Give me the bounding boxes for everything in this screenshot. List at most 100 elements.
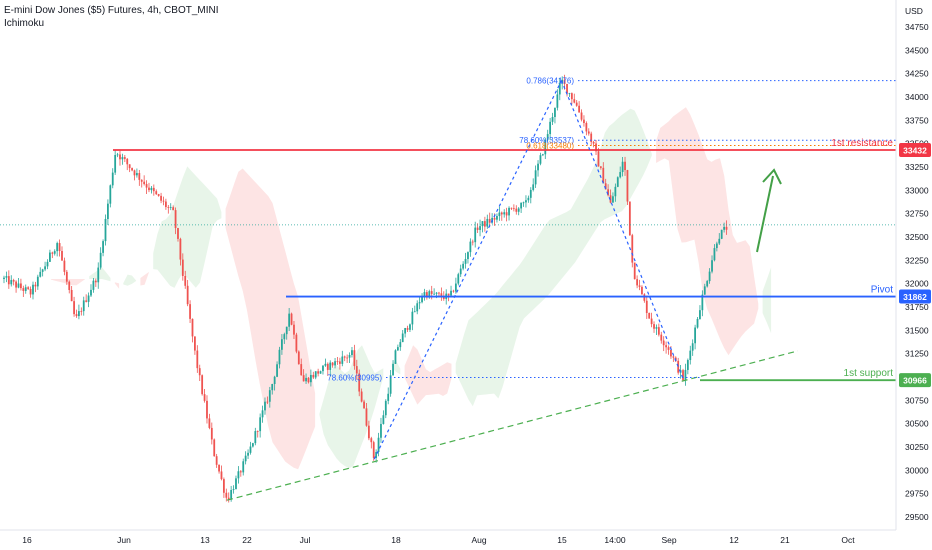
candle-body (575, 102, 578, 106)
candle-body (404, 328, 407, 334)
candle-body (689, 350, 692, 361)
candle-body (80, 311, 83, 312)
candle (70, 286, 73, 302)
y-tick-label: 34750 (905, 22, 929, 32)
candle (462, 261, 465, 271)
candle-body (266, 401, 269, 403)
candle (696, 317, 699, 329)
ichimoku-cloud-bullish (319, 345, 384, 469)
candle-body (336, 361, 339, 363)
candle-body (239, 471, 242, 473)
price-axis: USD2950029750300003025030500307503100031… (905, 6, 929, 522)
candle-body (264, 401, 266, 411)
candle-body (578, 105, 581, 113)
candle-body (464, 259, 467, 264)
candle-body (314, 371, 317, 378)
candle-body (442, 296, 445, 299)
candle-body (324, 363, 327, 366)
candle (97, 262, 100, 289)
candle-body (435, 292, 438, 294)
ichimoku-cloud-bullish (762, 267, 772, 334)
candle-body (662, 340, 665, 346)
candle (363, 399, 365, 409)
candle-body (380, 423, 382, 438)
candle (628, 201, 631, 236)
candle-body (720, 229, 723, 239)
candle-body (546, 134, 549, 140)
candle-body (541, 154, 544, 156)
candle-body (607, 189, 610, 196)
candle-body (496, 216, 498, 220)
candle (353, 344, 356, 370)
candle (621, 157, 624, 177)
candle-body (322, 365, 324, 372)
candle (573, 93, 576, 104)
candle-body (3, 277, 5, 279)
candle (314, 371, 317, 380)
x-tick-label: 12 (729, 535, 739, 545)
candle-body (510, 207, 513, 209)
price-badge-bg (899, 373, 931, 388)
candle-body (203, 394, 206, 401)
candle-body (355, 366, 358, 374)
candle (203, 388, 206, 403)
candle (597, 147, 600, 167)
candle (280, 334, 283, 355)
candle-body (273, 376, 276, 385)
y-tick-label: 33000 (905, 185, 929, 195)
candle-body (136, 173, 138, 176)
candle-body (638, 285, 641, 287)
candle (90, 284, 92, 298)
candle (305, 373, 307, 384)
candle-body (447, 293, 450, 296)
candle (85, 294, 88, 303)
candle-body (573, 99, 576, 103)
candle (82, 296, 85, 316)
candle (585, 121, 588, 136)
candle (24, 284, 27, 294)
candle-body (718, 238, 721, 244)
candle (592, 140, 595, 148)
candle-body (411, 311, 414, 325)
candle (145, 180, 148, 194)
candle-body (558, 83, 561, 95)
candle (464, 252, 467, 269)
candle (150, 186, 153, 194)
candle-body (165, 201, 167, 208)
candle-body (230, 490, 233, 500)
candle (300, 358, 303, 376)
candle (29, 286, 32, 298)
y-tick-label: 32500 (905, 232, 929, 242)
candle (201, 374, 204, 396)
candle-body (70, 289, 73, 302)
candle-body (39, 271, 42, 277)
candle (191, 318, 194, 343)
candle-body (111, 172, 114, 186)
candle-body (358, 373, 361, 392)
candle-body (670, 349, 672, 357)
x-tick-label: Sep (661, 535, 676, 545)
candle-body (317, 371, 320, 374)
candle (367, 420, 370, 441)
candle (389, 370, 392, 397)
candle-body (406, 328, 409, 330)
time-axis: 16 Jun 13 22 Jul 18 Aug 15 14:00 Sep 12 21 Oct (22, 535, 855, 545)
candle-body (684, 369, 687, 381)
candle-body (508, 207, 510, 216)
candle (152, 184, 155, 196)
indicator-label: Ichimoku (4, 18, 45, 29)
candle-body (208, 418, 211, 428)
candle (189, 300, 191, 323)
candle-body (326, 363, 329, 370)
candle-body (150, 187, 153, 191)
ichimoku-cloud-bearish (50, 279, 85, 286)
candle-body (133, 170, 136, 176)
candle-body (537, 163, 539, 171)
candle (471, 239, 474, 246)
candle-body (128, 164, 131, 169)
candle (75, 309, 78, 318)
candle-body (169, 207, 172, 208)
candle-body (469, 241, 472, 253)
candle-body (29, 288, 32, 295)
